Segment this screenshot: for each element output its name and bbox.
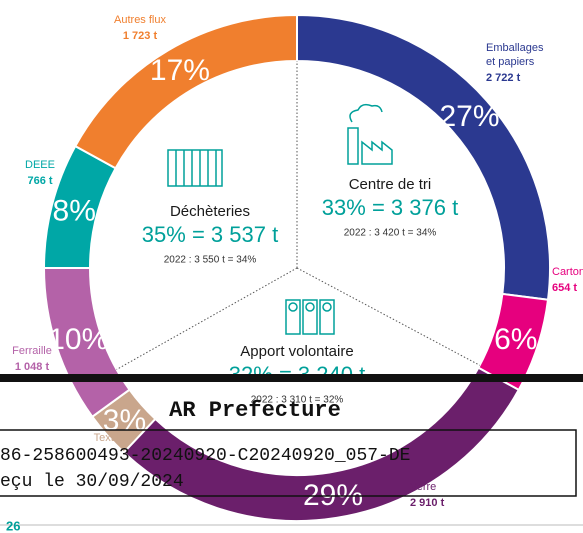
tonnage-label: 2 722 t (486, 72, 521, 84)
percent-label: 3% (103, 404, 146, 437)
category-label: et papiers (486, 56, 535, 68)
center-value: 33% = 3 376 t (322, 195, 458, 220)
percent-label: 17% (150, 54, 210, 87)
stamp-title: AR Prefecture (169, 398, 341, 423)
stamp-line: 86-258600493-20240920-C20240920_057-DE (0, 446, 410, 466)
center-value: 35% = 3 537 t (142, 222, 278, 247)
tonnage-label: 1 048 t (15, 361, 50, 373)
category-label: Ferraille (12, 345, 52, 357)
donut-segment (73, 13, 298, 170)
percent-label: 6% (494, 323, 537, 356)
center-previous: 2022 : 3 420 t = 34% (344, 228, 437, 239)
icon-bins (285, 299, 335, 335)
stamp-bar (0, 374, 583, 382)
tonnage-label: 654 t (552, 282, 577, 294)
center-name: Apport volontaire (240, 343, 353, 360)
percent-label: 8% (53, 195, 96, 228)
center-previous: 2022 : 3 550 t = 34% (164, 255, 257, 266)
icon-factory (347, 103, 393, 165)
category-label: Carton (552, 266, 583, 278)
category-label: Autres flux (114, 14, 166, 26)
tonnage-label: 2 910 t (410, 497, 445, 509)
center-previous: 2022 : 3 310 t = 32% (251, 395, 344, 406)
stamp-box (0, 429, 577, 497)
center-name: Centre de tri (349, 176, 432, 193)
icon-container (167, 149, 223, 187)
tonnage-label: 1 723 t (123, 30, 158, 42)
stamp-line: eçu le 30/09/2024 (0, 472, 184, 492)
category-label: Verre (410, 481, 436, 493)
divider (116, 267, 298, 370)
percent-label: 27% (440, 100, 500, 133)
center-name: Déchèteries (170, 203, 250, 220)
page-number: 26 (6, 518, 20, 533)
tonnage-label: 766 t (27, 175, 52, 187)
divider (296, 267, 480, 366)
category-label: Textiles (94, 432, 131, 444)
percent-label: 10% (48, 323, 108, 356)
category-label: Emballages (486, 42, 544, 54)
category-label: DEEE (25, 159, 55, 171)
